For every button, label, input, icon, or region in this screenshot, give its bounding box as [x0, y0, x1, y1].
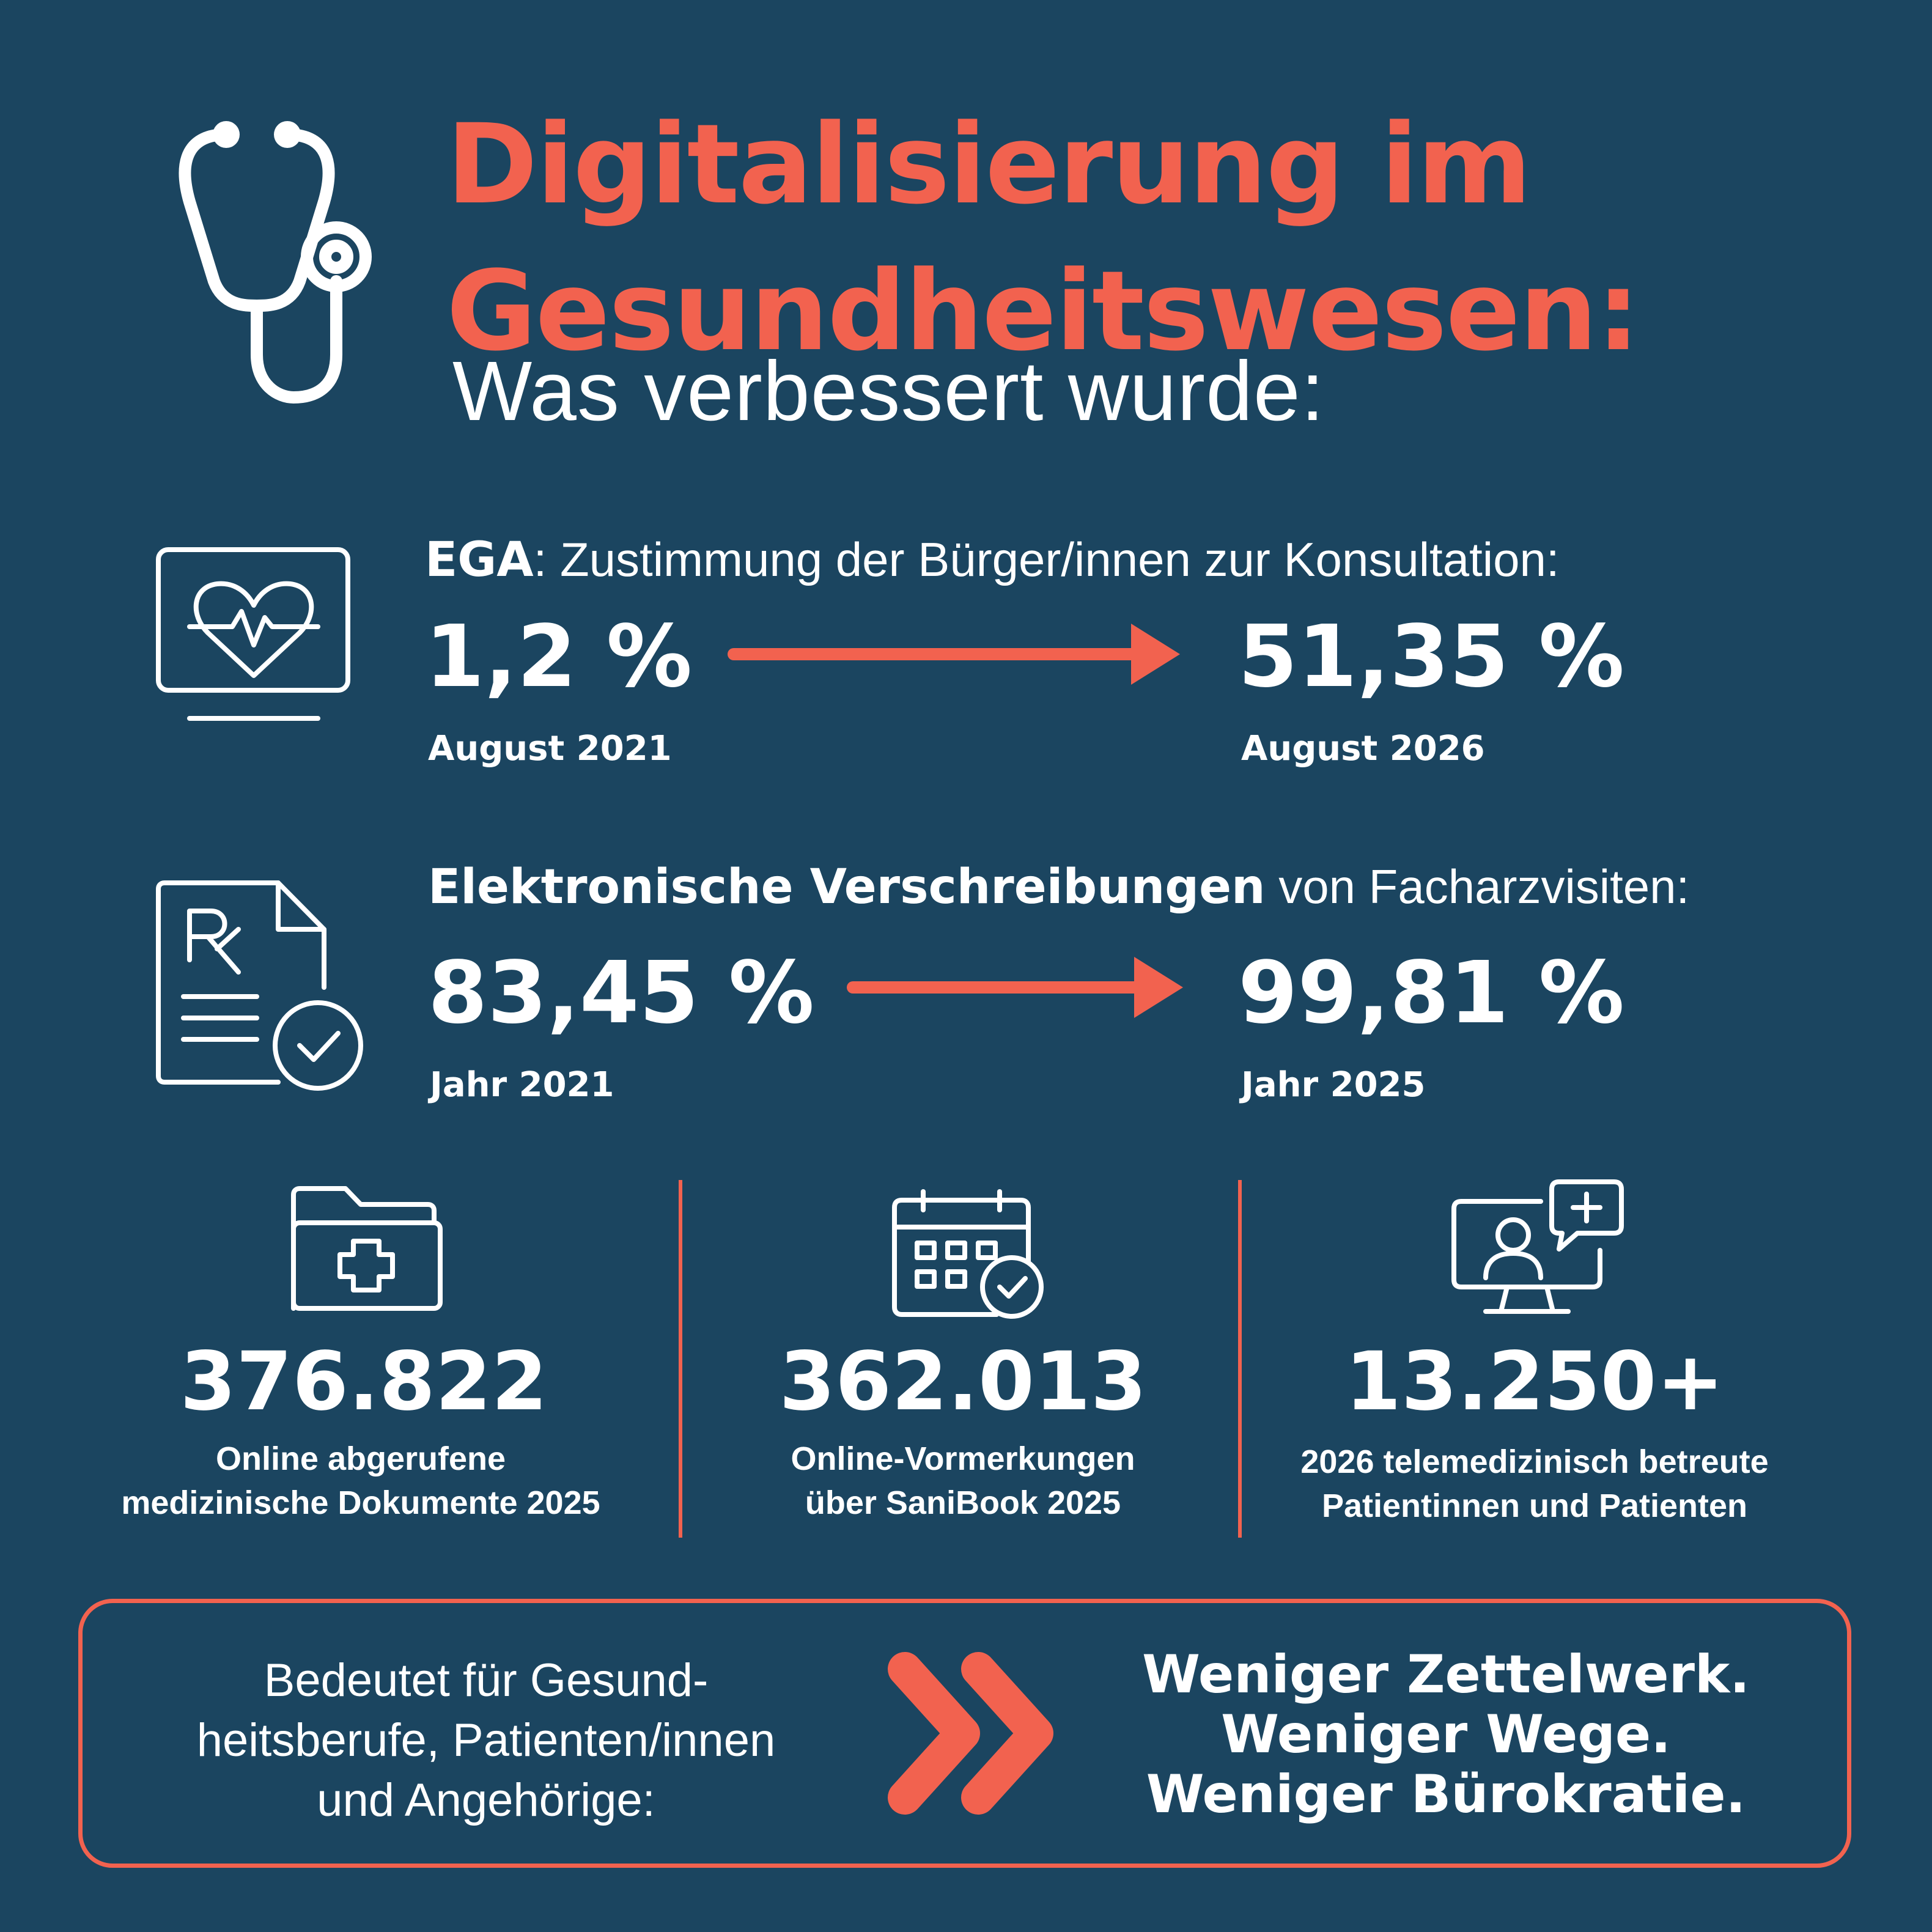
summary-intro: Bedeutet für Gesund- heitsberufe, Patien…: [98, 1651, 874, 1831]
double-chevron-right-icon: [888, 1652, 1053, 1815]
prescriptions-to-period: Jahr 2025: [1241, 1065, 1426, 1105]
stat-description: Online abgerufene medizinische Dokumente…: [86, 1437, 636, 1525]
stethoscope-icon: [179, 121, 372, 404]
ega-to-period: August 2026: [1241, 729, 1485, 769]
ega-from-period: August 2021: [428, 729, 672, 769]
divider: [1238, 1180, 1242, 1538]
summary-benefit: Weniger Zettelwerk.: [1142, 1644, 1750, 1705]
summary-intro-line: und Angehörige:: [317, 1774, 655, 1826]
prescriptions-from-value: 83,45 %: [428, 943, 814, 1043]
monitor-heart-icon: [156, 547, 350, 721]
stat-value: 376.822: [180, 1335, 548, 1429]
ega-from-value: 1,2 %: [425, 607, 693, 707]
stat-description-line: medizinische Dokumente 2025: [121, 1484, 600, 1521]
prescriptions-label-bold: Elektronische Verschreibungen: [428, 860, 1266, 915]
page-subtitle: Was verbessert wurde:: [452, 344, 1325, 438]
calendar-check-icon: [892, 1189, 1044, 1319]
stat-value: 13.250+: [1345, 1335, 1724, 1429]
summary-benefit: Weniger Bürokratie.: [1146, 1764, 1746, 1825]
stat-description-line: 2026 telemedizinisch betreute: [1300, 1443, 1769, 1480]
stat-description: Online-Vormerkungen über SaniBook 2025: [688, 1437, 1238, 1525]
prescription-document-check-icon: [156, 880, 363, 1091]
title-line-2: Gesundheitswesen:: [446, 248, 1640, 375]
summary-intro-line: heitsberufe, Patienten/innen: [196, 1714, 776, 1766]
summary-benefits: Weniger Zettelwerk. Weniger Wege. Wenige…: [1076, 1645, 1816, 1824]
stat-value: 362.013: [779, 1335, 1147, 1429]
stat-description: 2026 telemedizinisch betreute Patientinn…: [1259, 1440, 1810, 1528]
divider: [679, 1180, 682, 1538]
stat-description-line: über SaniBook 2025: [805, 1484, 1121, 1521]
prescriptions-from-period: Jahr 2021: [430, 1065, 614, 1105]
prescriptions-label-text: von Facharzvisiten:: [1265, 860, 1690, 913]
ega-to-value: 51,35 %: [1238, 607, 1624, 707]
title-line-1: Digitalisierung im: [446, 101, 1532, 229]
summary-intro-line: Bedeutet für Gesund-: [264, 1654, 709, 1706]
ega-label-text: : Zustimmung der Bürger/innen zur Konsul…: [533, 533, 1560, 586]
summary-benefit: Weniger Wege.: [1221, 1704, 1671, 1765]
stat-description-line: Online-Vormerkungen: [791, 1440, 1135, 1477]
arrow-right-icon: [728, 624, 1180, 685]
ega-label: EGA: Zustimmung der Bürger/innen zur Kon…: [425, 529, 1560, 591]
stat-description-line: Online abgerufene: [215, 1440, 506, 1477]
prescriptions-to-value: 99,81 %: [1238, 943, 1624, 1043]
arrow-right-icon: [847, 957, 1183, 1018]
prescriptions-label: Elektronische Verschreibungen von Fachar…: [428, 856, 1689, 918]
summary-box: [78, 1599, 1851, 1868]
medical-folder-icon: [291, 1186, 443, 1311]
telemedicine-monitor-icon: [1451, 1179, 1624, 1314]
page-title: Digitalisierung im Gesundheitswesen:: [446, 92, 1640, 385]
ega-label-bold: EGA: [425, 533, 534, 588]
stat-description-line: Patientinnen und Patienten: [1321, 1488, 1748, 1524]
